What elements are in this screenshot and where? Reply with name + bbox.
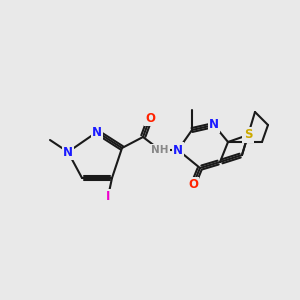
Text: S: S xyxy=(244,128,252,142)
Text: N: N xyxy=(92,125,102,139)
Text: O: O xyxy=(188,178,198,191)
Text: O: O xyxy=(145,112,155,124)
Text: NH: NH xyxy=(151,145,169,155)
Text: I: I xyxy=(106,190,110,203)
Text: N: N xyxy=(209,118,219,131)
Text: N: N xyxy=(173,143,183,157)
Text: N: N xyxy=(63,146,73,158)
